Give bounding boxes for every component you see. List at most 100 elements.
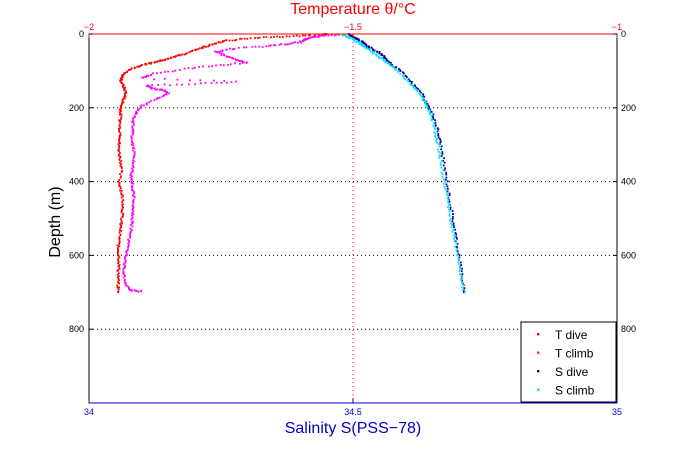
data-point	[149, 99, 152, 102]
data-point	[426, 103, 429, 105]
y-tick-label-left: 200	[69, 103, 84, 113]
data-point	[119, 132, 122, 135]
data-point	[123, 89, 126, 92]
data-point	[129, 232, 132, 235]
data-point	[127, 238, 129, 241]
data-point	[292, 41, 295, 44]
data-point	[119, 161, 121, 164]
data-point	[120, 219, 123, 222]
data-point	[459, 261, 462, 264]
data-point	[118, 241, 121, 244]
data-point	[278, 43, 281, 46]
data-point	[172, 55, 175, 58]
data-point	[443, 157, 446, 160]
data-point	[130, 137, 133, 140]
data-point	[177, 54, 179, 57]
data-point	[214, 50, 216, 53]
data-point	[439, 138, 441, 141]
data-point	[153, 87, 156, 90]
data-point	[118, 231, 121, 234]
data-point	[389, 64, 391, 67]
data-point	[163, 59, 166, 61]
data-point	[362, 45, 365, 47]
data-point	[433, 123, 436, 125]
data-point	[430, 111, 433, 113]
data-point	[231, 39, 234, 42]
data-point	[454, 240, 457, 243]
data-point	[122, 268, 125, 271]
data-point	[173, 56, 176, 58]
y-axis-title: Depth (m)	[47, 186, 64, 257]
data-point	[456, 245, 458, 248]
data-point	[432, 113, 435, 116]
data-point	[121, 85, 124, 88]
data-point	[156, 88, 159, 91]
data-point	[140, 64, 143, 67]
data-point	[431, 113, 434, 116]
data-point	[126, 249, 129, 252]
data-point	[446, 185, 449, 188]
data-point	[452, 229, 454, 231]
data-point	[138, 107, 141, 110]
data-point	[117, 153, 120, 156]
data-point	[127, 68, 130, 71]
data-point	[122, 206, 125, 209]
data-point	[426, 106, 429, 109]
data-point	[268, 44, 270, 47]
legend-marker	[537, 388, 540, 391]
data-point	[425, 106, 427, 108]
data-point	[123, 72, 125, 75]
data-point	[119, 164, 122, 167]
data-point	[448, 192, 451, 195]
data-point	[121, 201, 123, 203]
data-point	[451, 220, 454, 223]
data-point	[150, 73, 152, 76]
data-point	[460, 264, 463, 267]
data-point	[130, 67, 133, 70]
data-point	[118, 184, 121, 187]
data-point	[417, 88, 419, 90]
data-point	[278, 36, 281, 39]
data-point	[229, 47, 231, 50]
data-point	[121, 76, 124, 79]
data-point	[118, 282, 120, 285]
data-point	[117, 254, 120, 257]
data-point	[131, 222, 134, 225]
data-point	[369, 49, 371, 51]
data-point	[157, 83, 160, 86]
data-point	[158, 96, 161, 99]
data-point	[399, 70, 402, 72]
data-point	[156, 72, 158, 75]
data-point	[159, 60, 161, 62]
data-point	[119, 126, 122, 129]
data-point	[118, 111, 121, 114]
data-point	[132, 220, 134, 223]
data-point	[169, 84, 172, 87]
data-point	[225, 39, 228, 41]
data-point	[367, 48, 370, 51]
y-tick-label-left: 400	[69, 177, 84, 187]
data-point	[133, 67, 136, 70]
data-point	[376, 50, 379, 53]
data-point	[380, 53, 383, 55]
data-point	[141, 64, 143, 66]
series-s-climb	[341, 33, 466, 294]
data-point	[129, 172, 132, 175]
data-point	[372, 52, 374, 55]
data-point	[214, 42, 217, 45]
data-point	[295, 34, 298, 37]
data-point	[451, 217, 454, 220]
data-point	[407, 78, 410, 81]
data-point	[315, 35, 317, 38]
y-tick-label-right: 0	[621, 29, 626, 39]
data-point	[258, 36, 261, 39]
data-point	[119, 155, 122, 158]
data-point	[454, 245, 456, 248]
data-point	[416, 90, 419, 93]
data-point	[291, 42, 294, 44]
data-point	[449, 219, 452, 222]
data-point	[429, 113, 431, 115]
data-point	[128, 240, 131, 243]
data-point	[458, 270, 461, 272]
data-point	[132, 210, 135, 213]
